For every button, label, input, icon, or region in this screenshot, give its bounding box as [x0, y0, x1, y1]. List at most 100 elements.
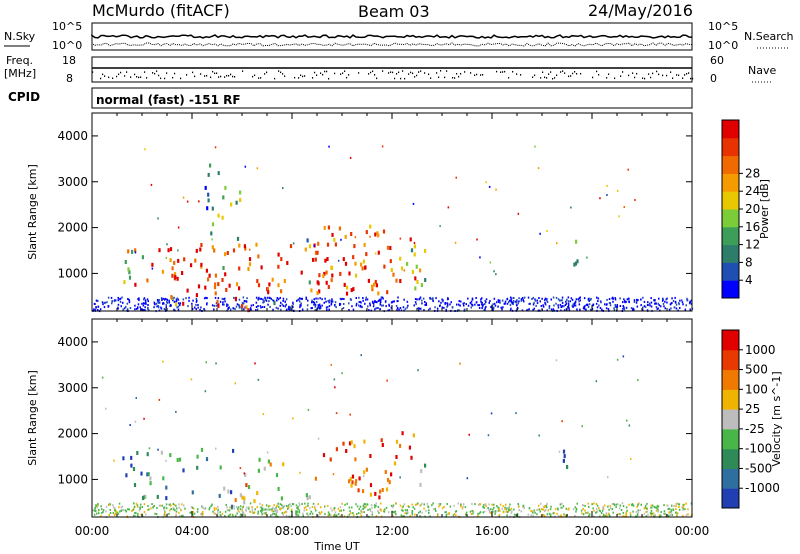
heatmap-cell: [592, 303, 595, 306]
heatmap-cell: [424, 278, 427, 282]
heatmap-cell: [605, 307, 608, 310]
heatmap-cell: [223, 303, 225, 306]
heatmap-cell: [582, 504, 584, 507]
heatmap-cell: [533, 509, 535, 512]
heatmap-cell: [148, 508, 150, 511]
heatmap-cell: [404, 512, 406, 515]
heatmap-cell: [395, 502, 397, 505]
nave-label: Nave: [748, 64, 776, 77]
heatmap-cell: [141, 506, 143, 508]
heatmap-cell: [176, 306, 178, 309]
heatmap-cell: [588, 303, 591, 306]
heatmap-cell: [582, 513, 585, 516]
heatmap-cell: [239, 190, 242, 195]
heatmap-cell: [493, 302, 496, 305]
heatmap-cell: [326, 257, 329, 261]
heatmap-cell: [579, 299, 581, 302]
heatmap-cell: [141, 496, 145, 501]
heatmap-cell: [301, 308, 304, 311]
heatmap-cell: [561, 299, 563, 302]
heatmap-cell: [133, 514, 135, 517]
heatmap-cell: [455, 514, 457, 517]
heatmap-cell: [675, 508, 677, 510]
heatmap-cell: [147, 505, 149, 507]
heatmap-cell: [345, 449, 348, 453]
heatmap-cell: [666, 297, 668, 300]
heatmap-cell: [168, 301, 170, 304]
heatmap-cell: [206, 303, 208, 306]
colorbar-tick-label: 20: [745, 202, 760, 216]
heatmap-cell: [409, 237, 412, 242]
colorbar-tick-label: 25: [745, 402, 760, 416]
heatmap-cell: [136, 504, 139, 507]
heatmap-cell: [571, 298, 574, 301]
heatmap-cell: [250, 308, 252, 311]
heatmap-cell: [655, 302, 657, 305]
heatmap-cell: [609, 304, 612, 307]
heatmap-cell: [234, 296, 237, 301]
heatmap-cell: [582, 307, 585, 310]
heatmap-cell: [244, 165, 247, 168]
heatmap-cell: [588, 514, 590, 517]
heatmap-cell: [494, 304, 497, 307]
heatmap-cell: [365, 296, 367, 299]
heatmap-cell: [646, 309, 649, 312]
nsearch-label: N.Search: [744, 30, 794, 43]
heatmap-cell: [482, 506, 484, 508]
heatmap-cell: [341, 372, 343, 375]
heatmap-cell: [157, 217, 159, 220]
heatmap-cell: [333, 378, 336, 381]
heatmap-cell: [208, 273, 211, 278]
heatmap-cell: [207, 277, 210, 282]
heatmap-cell: [242, 512, 245, 517]
heatmap-cell: [654, 514, 656, 517]
heatmap-cell: [369, 508, 371, 511]
heatmap-cell: [406, 509, 409, 512]
heatmap-cell: [213, 308, 215, 311]
heatmap-cell: [668, 308, 671, 311]
heatmap-cell: [374, 252, 377, 255]
heatmap-cell: [637, 299, 639, 302]
heatmap-cell: [399, 504, 402, 507]
heatmap-cell: [585, 511, 587, 514]
heatmap-cell: [667, 508, 669, 510]
heatmap-cell: [99, 308, 102, 311]
heatmap-cell: [388, 304, 391, 307]
heatmap-cell: [428, 515, 430, 518]
heatmap-cell: [470, 306, 472, 309]
heatmap-cell: [279, 508, 282, 511]
heatmap-cell: [622, 515, 624, 518]
heatmap-cell: [589, 308, 592, 311]
heatmap-cell: [619, 513, 621, 516]
heatmap-cell: [458, 303, 460, 306]
heatmap-cell: [517, 302, 519, 305]
heatmap-cell: [484, 299, 486, 302]
heatmap-cell: [595, 380, 598, 383]
heatmap-cell: [314, 257, 317, 262]
heatmap-cell: [255, 306, 258, 308]
heatmap-cell: [340, 238, 342, 241]
heatmap-cell: [644, 506, 647, 509]
heatmap-cell: [248, 506, 250, 509]
heatmap-cell: [299, 304, 301, 307]
heatmap-cell: [214, 291, 217, 296]
heatmap-cell: [492, 508, 494, 511]
heatmap-cell: [559, 303, 562, 306]
heatmap-cell: [162, 476, 165, 481]
heatmap-cell: [127, 267, 130, 272]
heatmap-cell: [548, 307, 551, 310]
heatmap-cell: [244, 246, 247, 251]
heatmap-cell: [170, 504, 172, 507]
heatmap-cell: [623, 306, 625, 309]
colorbar-tick-label: -1000: [745, 481, 780, 495]
heatmap-cell: [338, 226, 341, 231]
heatmap-cell: [227, 307, 230, 310]
heatmap-cell: [618, 507, 621, 510]
heatmap-cell: [563, 305, 565, 308]
heatmap-cell: [215, 362, 217, 365]
heatmap-cell: [598, 507, 600, 509]
heatmap-cell: [494, 510, 497, 513]
heatmap-cell: [432, 297, 434, 300]
heatmap-cell: [596, 306, 599, 309]
heatmap-cell: [449, 505, 452, 508]
